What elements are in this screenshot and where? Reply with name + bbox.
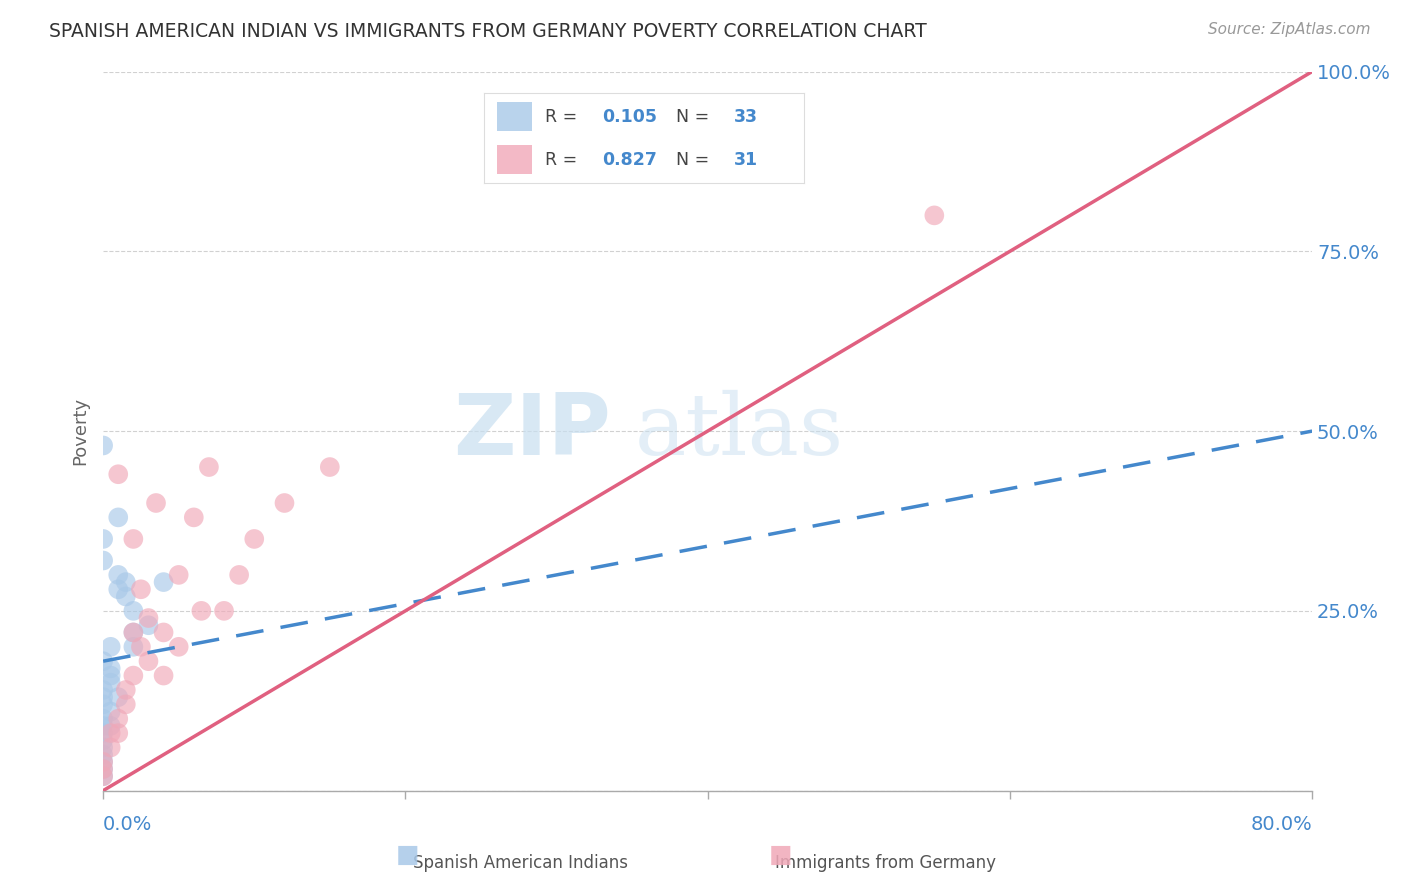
Text: atlas: atlas xyxy=(636,390,844,473)
Point xyxy=(190,604,212,618)
Point xyxy=(129,582,152,597)
Point xyxy=(91,438,114,452)
Point xyxy=(122,668,145,682)
Point xyxy=(100,661,122,675)
Point xyxy=(114,682,136,697)
Point xyxy=(100,705,122,719)
Point xyxy=(91,712,114,726)
Point xyxy=(129,640,152,654)
Point xyxy=(107,712,129,726)
Point xyxy=(91,762,114,776)
Point xyxy=(91,755,114,769)
Point xyxy=(138,611,160,625)
Point xyxy=(183,510,205,524)
Point xyxy=(122,625,145,640)
Point xyxy=(100,719,122,733)
Point xyxy=(152,668,174,682)
Point xyxy=(91,654,114,668)
Point xyxy=(167,640,190,654)
Point xyxy=(122,532,145,546)
Point xyxy=(228,568,250,582)
Point xyxy=(91,553,114,567)
Point xyxy=(91,726,114,740)
Point xyxy=(91,682,114,697)
Point xyxy=(122,625,145,640)
Point xyxy=(152,575,174,590)
Point xyxy=(91,719,114,733)
Point xyxy=(319,460,342,475)
Y-axis label: Poverty: Poverty xyxy=(72,397,89,465)
Point xyxy=(107,467,129,482)
Point xyxy=(100,726,122,740)
Point xyxy=(91,740,114,755)
Point xyxy=(107,568,129,582)
Point xyxy=(100,675,122,690)
Point xyxy=(198,460,221,475)
Point xyxy=(91,769,114,783)
Point xyxy=(152,625,174,640)
Point xyxy=(167,568,190,582)
Point xyxy=(138,654,160,668)
Point xyxy=(91,698,114,712)
Text: ■: ■ xyxy=(769,843,792,867)
Point xyxy=(114,575,136,590)
Point xyxy=(107,726,129,740)
Point xyxy=(114,698,136,712)
Point xyxy=(114,590,136,604)
Point xyxy=(107,510,129,524)
Point xyxy=(243,532,266,546)
Point xyxy=(107,690,129,705)
Point xyxy=(91,690,114,705)
Point xyxy=(273,496,295,510)
Point xyxy=(924,208,946,222)
Point xyxy=(145,496,167,510)
Point xyxy=(212,604,235,618)
Point xyxy=(122,640,145,654)
Point xyxy=(100,668,122,682)
Text: Immigrants from Germany: Immigrants from Germany xyxy=(775,855,997,872)
Text: 0.0%: 0.0% xyxy=(103,815,152,834)
Point xyxy=(122,604,145,618)
Point xyxy=(100,740,122,755)
Text: Source: ZipAtlas.com: Source: ZipAtlas.com xyxy=(1208,22,1371,37)
Text: 80.0%: 80.0% xyxy=(1250,815,1312,834)
Text: Spanish American Indians: Spanish American Indians xyxy=(413,855,627,872)
Point xyxy=(91,762,114,776)
Point xyxy=(107,582,129,597)
Text: ZIP: ZIP xyxy=(453,390,612,473)
Point xyxy=(91,755,114,769)
Text: SPANISH AMERICAN INDIAN VS IMMIGRANTS FROM GERMANY POVERTY CORRELATION CHART: SPANISH AMERICAN INDIAN VS IMMIGRANTS FR… xyxy=(49,22,927,41)
Point xyxy=(138,618,160,632)
Point xyxy=(91,769,114,783)
Point xyxy=(100,640,122,654)
Text: ■: ■ xyxy=(396,843,419,867)
Point xyxy=(91,747,114,762)
Point xyxy=(91,532,114,546)
Point xyxy=(91,733,114,747)
